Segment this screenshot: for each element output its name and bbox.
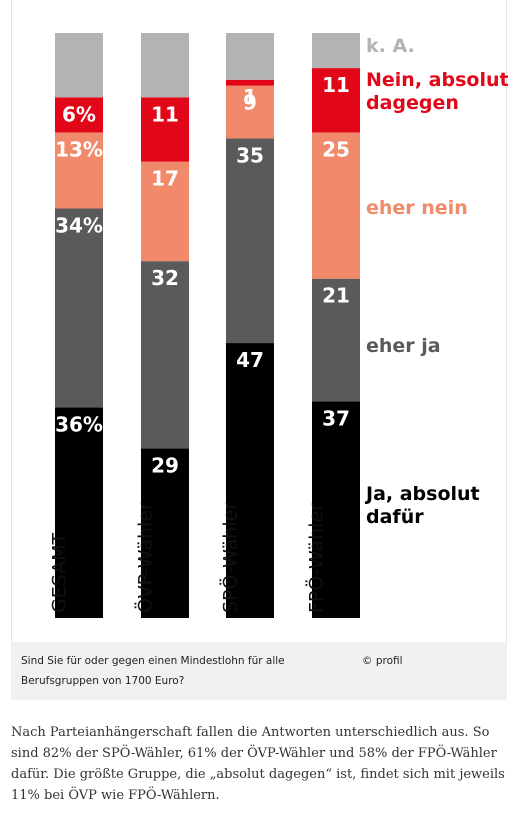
legend-label-k-a: k. A. [366, 35, 415, 57]
bar-segment-gesamt-nein-absolut-dagegen [55, 97, 103, 133]
stacked-bar-chart: 36% 34% 13% 6% GESAMT 29 32 17 11 ÖVP-Wähler 47 35 9… [49, 33, 508, 618]
data-label-gesamt-nein-absolut-dagegen: 6% [62, 102, 96, 126]
bar-segment-oevp-waehler-k-a [141, 33, 189, 98]
bar-segment-fpoe-waehler-ja-absolut-dafuer [312, 401, 360, 618]
category-label-oevp-waehler: ÖVP-Wähler [134, 502, 157, 613]
category-label-fpoe-waehler: FPÖ-Wähler [305, 503, 328, 613]
bar-segment-oevp-waehler-eher-nein [141, 161, 189, 262]
data-label-fpoe-waehler-eher-nein: 25 [322, 137, 350, 161]
caption-credit: © profil [362, 655, 403, 667]
data-label-gesamt-eher-nein: 13% [55, 137, 103, 161]
data-label-spoe-waehler-eher-nein: 9 [243, 91, 257, 115]
bar-segment-oevp-waehler-ja-absolut-dafuer [141, 448, 189, 618]
category-label-spoe-waehler: SPÖ-Wähler [219, 502, 242, 613]
data-label-spoe-waehler-nein-absolut-dagegen: 1 [243, 85, 257, 109]
data-label-gesamt-eher-ja: 34% [55, 214, 103, 238]
bar-segment-spoe-waehler-nein-absolut-dagegen [226, 79, 274, 86]
data-label-fpoe-waehler-eher-ja: 21 [322, 284, 350, 308]
bar-segment-gesamt-ja-absolut-dafuer [55, 407, 103, 618]
bar-segment-gesamt-k-a [55, 33, 103, 98]
bar-segment-fpoe-waehler-nein-absolut-dagegen [312, 68, 360, 133]
data-label-spoe-waehler-ja-absolut-dafuer: 47 [236, 348, 264, 372]
bar-segment-oevp-waehler-eher-ja [141, 261, 189, 449]
legend-label-nein-absolut-dagegen-line-2: dagegen [366, 92, 459, 114]
bar-segment-spoe-waehler-eher-ja [226, 138, 274, 344]
data-label-oevp-waehler-eher-nein: 17 [151, 167, 179, 191]
legend-label-eher-ja: eher ja [366, 335, 441, 357]
bar-segment-spoe-waehler-eher-nein [226, 85, 274, 139]
bar-segment-fpoe-waehler-k-a [312, 33, 360, 69]
data-label-oevp-waehler-ja-absolut-dafuer: 29 [151, 453, 179, 477]
data-label-oevp-waehler-nein-absolut-dagegen: 11 [151, 102, 179, 126]
bar-segment-oevp-waehler-nein-absolut-dagegen [141, 97, 189, 162]
article-paragraph: Nach Parteianhängerschaft fallen die Ant… [11, 725, 505, 803]
data-label-fpoe-waehler-ja-absolut-dafuer: 37 [322, 407, 350, 431]
category-label-gesamt: GESAMT [49, 532, 71, 613]
data-label-spoe-waehler-eher-ja: 35 [236, 143, 264, 167]
bar-segment-spoe-waehler-k-a [226, 33, 274, 80]
bar-segment-gesamt-eher-ja [55, 208, 103, 408]
data-label-fpoe-waehler-nein-absolut-dagegen: 11 [322, 73, 350, 97]
caption-box: Sind Sie für oder gegen einen Mindestloh… [11, 642, 507, 700]
data-label-gesamt-ja-absolut-dafuer: 36% [55, 412, 103, 436]
caption-question: Sind Sie für oder gegen einen Mindestloh… [21, 655, 285, 687]
legend-label-eher-nein: eher nein [366, 197, 468, 219]
bar-segment-gesamt-eher-nein [55, 132, 103, 209]
legend-label-ja-absolut-dafuer-line-2: dafür [366, 506, 424, 528]
data-label-oevp-waehler-eher-ja: 32 [151, 266, 179, 290]
legend-label-ja-absolut-dafuer-line-1: Ja, absolut [364, 483, 480, 505]
legend-label-nein-absolut-dagegen-line-1: Nein, absolut [366, 69, 508, 91]
chart-figure: 36% 34% 13% 6% GESAMT 29 32 17 11 ÖVP-Wähler 47 35 9… [11, 0, 508, 642]
bar-segment-spoe-waehler-ja-absolut-dafuer [226, 343, 274, 618]
bar-segment-fpoe-waehler-eher-ja [312, 278, 360, 402]
bar-segment-fpoe-waehler-eher-nein [312, 132, 360, 279]
